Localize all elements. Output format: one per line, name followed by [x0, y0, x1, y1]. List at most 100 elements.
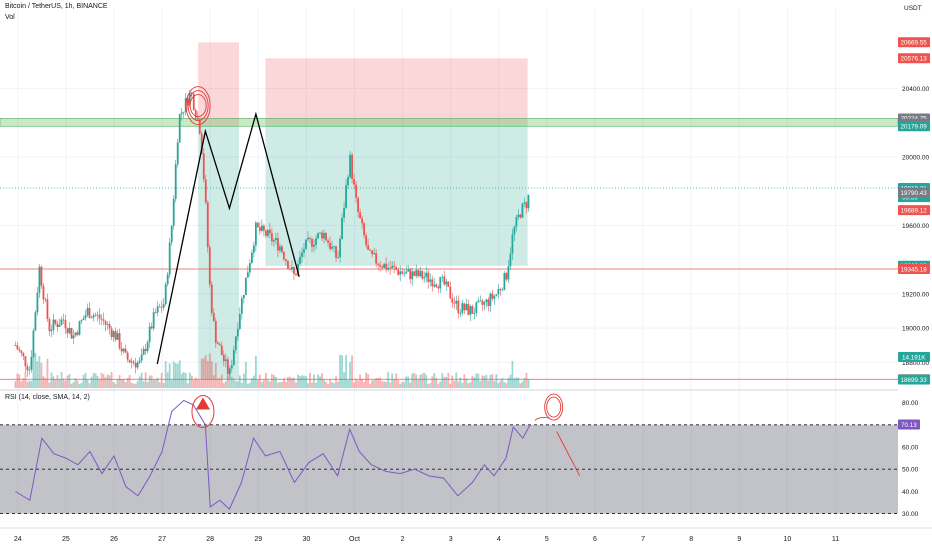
- volume-bar: [459, 377, 462, 388]
- volume-bar: [104, 377, 107, 388]
- volume-bar: [214, 363, 217, 388]
- volume-bar: [315, 382, 317, 388]
- candle-body: [92, 315, 95, 318]
- volume-bar: [393, 379, 396, 388]
- volume-bar: [269, 381, 271, 388]
- candle-body: [297, 263, 299, 276]
- candle-body: [136, 362, 139, 368]
- candle-body: [16, 345, 19, 350]
- volume-bar: [152, 379, 155, 388]
- volume-bar: [48, 382, 51, 388]
- volume-bar: [64, 380, 67, 388]
- volume-bar: [279, 382, 281, 388]
- candle-body: [18, 349, 21, 351]
- price-label-text: 18699.33: [901, 377, 928, 384]
- highlight-circle: [189, 94, 207, 118]
- volume-bar: [46, 358, 49, 388]
- candle-body: [427, 272, 430, 282]
- volume-bar: [42, 376, 45, 388]
- candle-body: [469, 306, 472, 315]
- candle-body: [36, 292, 39, 313]
- candle-body: [457, 300, 460, 314]
- candle-body: [186, 98, 189, 106]
- candle-body: [471, 306, 474, 314]
- candle-body: [285, 259, 287, 261]
- candle-body: [475, 302, 478, 313]
- stop-loss-zone: [265, 58, 528, 124]
- candle-body: [293, 266, 295, 275]
- candle-body: [527, 194, 530, 209]
- volume-bar: [307, 383, 309, 388]
- candle-body: [447, 281, 450, 287]
- volume-bar: [365, 372, 368, 388]
- candle-body: [206, 202, 209, 248]
- candle-body: [505, 273, 508, 280]
- volume-bar: [283, 378, 285, 388]
- candle-body: [20, 350, 23, 354]
- candle-body: [473, 312, 476, 314]
- volume-bar: [367, 374, 370, 388]
- candle-body: [44, 299, 47, 301]
- candle-body: [489, 293, 492, 306]
- candle-body: [168, 242, 171, 275]
- candle-body: [248, 263, 251, 273]
- candle-body: [467, 303, 470, 315]
- candle-body: [102, 319, 105, 321]
- volume-bar: [423, 372, 426, 388]
- candle-body: [132, 361, 135, 363]
- candle-body: [305, 239, 307, 250]
- volume-bar: [96, 375, 99, 388]
- candle-body: [461, 303, 464, 313]
- volume-bar: [309, 372, 311, 388]
- candle-body: [32, 330, 35, 357]
- volume-bar: [275, 376, 277, 388]
- volume-bar: [94, 373, 97, 388]
- volume-bar: [112, 381, 115, 388]
- candle-body: [295, 274, 297, 276]
- volume-bar: [114, 383, 117, 388]
- volume-bar: [164, 361, 167, 388]
- candle-body: [413, 271, 416, 276]
- candle-body: [335, 246, 337, 258]
- volume-bar: [58, 379, 61, 388]
- volume-bar: [385, 381, 388, 388]
- candle-body: [52, 319, 55, 330]
- candle-body: [28, 369, 31, 371]
- candle-body: [377, 263, 380, 265]
- volume-bar: [98, 379, 101, 388]
- candle-body: [353, 178, 355, 185]
- candle-body: [395, 267, 398, 270]
- volume-bar: [138, 376, 141, 388]
- candle-body: [74, 332, 77, 336]
- volume-bar: [144, 372, 147, 388]
- volume-bar: [72, 382, 75, 388]
- candle-body: [283, 252, 285, 260]
- candle-body: [373, 253, 376, 255]
- candle-body: [240, 298, 243, 314]
- candle-body: [459, 312, 462, 314]
- volume-bar: [417, 378, 420, 388]
- volume-bar: [495, 374, 498, 388]
- candle-body: [60, 319, 63, 326]
- volume-bar: [357, 380, 359, 388]
- candle-body: [144, 348, 147, 352]
- candle-body: [483, 302, 486, 305]
- candle-body: [271, 233, 273, 242]
- volume-bar: [265, 372, 267, 388]
- candle-body: [220, 345, 223, 356]
- rsi-label: RSI (14, close, SMA, 14, 2): [5, 394, 90, 401]
- volume-bar: [102, 374, 105, 388]
- candle-body: [258, 227, 261, 231]
- time-tick-label: 27: [158, 536, 166, 543]
- volume-bar: [186, 383, 189, 388]
- volume-bar: [291, 377, 293, 388]
- price-tick-label: 18800.00: [902, 360, 929, 367]
- volume-bar: [216, 378, 219, 388]
- volume-bar: [142, 381, 145, 388]
- volume-bar: [224, 381, 227, 388]
- resistance-zone: [0, 118, 899, 127]
- candle-body: [409, 269, 412, 280]
- candle-body: [337, 257, 339, 258]
- volume-bar: [118, 375, 121, 388]
